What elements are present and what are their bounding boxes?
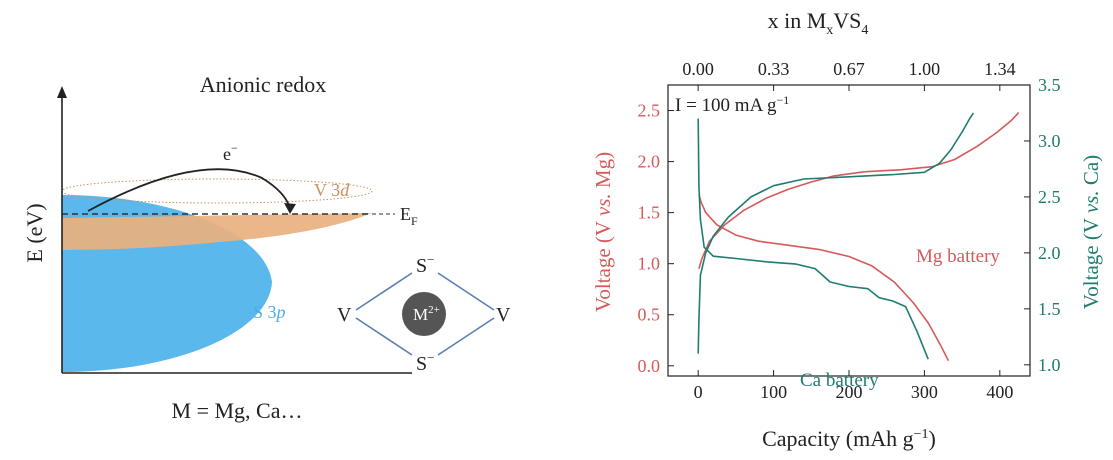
electron-label: e−	[223, 141, 238, 164]
mg-charge-curve	[698, 112, 1020, 270]
bond-br	[437, 317, 495, 356]
chart-curves	[697, 112, 1020, 362]
y-left-tick-label: 2.5	[638, 101, 661, 121]
top-tick-label: 1.34	[984, 59, 1016, 79]
bond-tr	[437, 272, 495, 311]
v3d-outline	[61, 178, 373, 204]
top-tick-label: 0.67	[833, 59, 865, 79]
y-right-tick-label: 2.0	[1038, 243, 1061, 263]
cation-circle	[402, 292, 446, 336]
top-tick-label: 0.00	[682, 59, 714, 79]
v3d-label: V 3d	[314, 180, 350, 200]
y-left-tick-label: 1.0	[638, 254, 661, 274]
y-right-axis-title: Voltage (V vs. Ca)	[1079, 155, 1103, 309]
axis-ticks: 0 100 200 300 400 0.00 0.33 0.67 1.00 1.34 0.0 0.5 1…	[638, 59, 1061, 402]
top-x-axis-title: x in MxVS4	[768, 8, 869, 38]
y-right-tick-label: 1.0	[1038, 355, 1061, 375]
top-tick-label: 0.33	[758, 59, 790, 79]
diagram-title: Anionic redox	[200, 72, 326, 97]
diagram-y-label: E (eV)	[22, 203, 47, 262]
y-left-tick-label: 2.0	[638, 152, 661, 172]
bond-bl	[355, 317, 413, 356]
y-left-axis-title: Voltage (V vs. Mg)	[591, 152, 615, 312]
fermi-label: EF	[400, 204, 418, 228]
x-tick-label: 400	[986, 382, 1013, 402]
y-right-tick-label: 1.5	[1038, 299, 1061, 319]
y-left-tick-label: 0.5	[638, 305, 661, 325]
diagram-x-label: M = Mg, Ca…	[172, 398, 303, 423]
y-right-tick-label: 2.5	[1038, 187, 1061, 207]
cation-label: M2+	[413, 304, 440, 324]
plot-frame	[667, 84, 1031, 377]
s-bottom-label: S−	[416, 350, 434, 375]
x-axis-title: Capacity (mAh g−1)	[762, 426, 936, 451]
diagram-y-arrowhead	[57, 86, 67, 98]
electron-arrow	[87, 168, 291, 212]
voltage-capacity-chart: 0 100 200 300 400 0.00 0.33 0.67 1.00 1.34 0.0 0.5 1…	[591, 8, 1103, 451]
mg-series-label: Mg battery	[916, 246, 1000, 267]
y-right-tick-label: 3.5	[1038, 75, 1061, 95]
current-annotation: I = 100 mA g−1	[675, 93, 789, 116]
mg-discharge-curve	[698, 194, 950, 362]
y-right-tick-label: 3.0	[1038, 131, 1061, 151]
v-right-label: V	[496, 304, 511, 326]
s3p-label: S 3p	[253, 302, 286, 322]
band-diagram: Anionic redox e− V 3d EF S 3p E (eV) M =…	[22, 72, 511, 423]
ca-series-label: Ca battery	[800, 370, 879, 391]
v-left-label: V	[337, 304, 352, 326]
y-left-tick-label: 0.0	[638, 356, 661, 376]
x-tick-label: 0	[694, 382, 703, 402]
mvs4-structure: M2+ S− S− V V	[337, 252, 511, 375]
y-left-tick-label: 1.5	[638, 203, 661, 223]
top-tick-label: 1.00	[909, 59, 941, 79]
electron-arrowhead	[284, 203, 296, 214]
x-tick-label: 300	[911, 382, 938, 402]
ca-charge-curve	[697, 112, 975, 354]
ca-discharge-curve	[697, 118, 929, 360]
x-tick-label: 100	[760, 382, 787, 402]
s-top-label: S−	[416, 252, 434, 277]
v3d-band	[62, 213, 372, 250]
bond-tl	[355, 272, 413, 311]
x-tick-label: 200	[836, 382, 863, 402]
